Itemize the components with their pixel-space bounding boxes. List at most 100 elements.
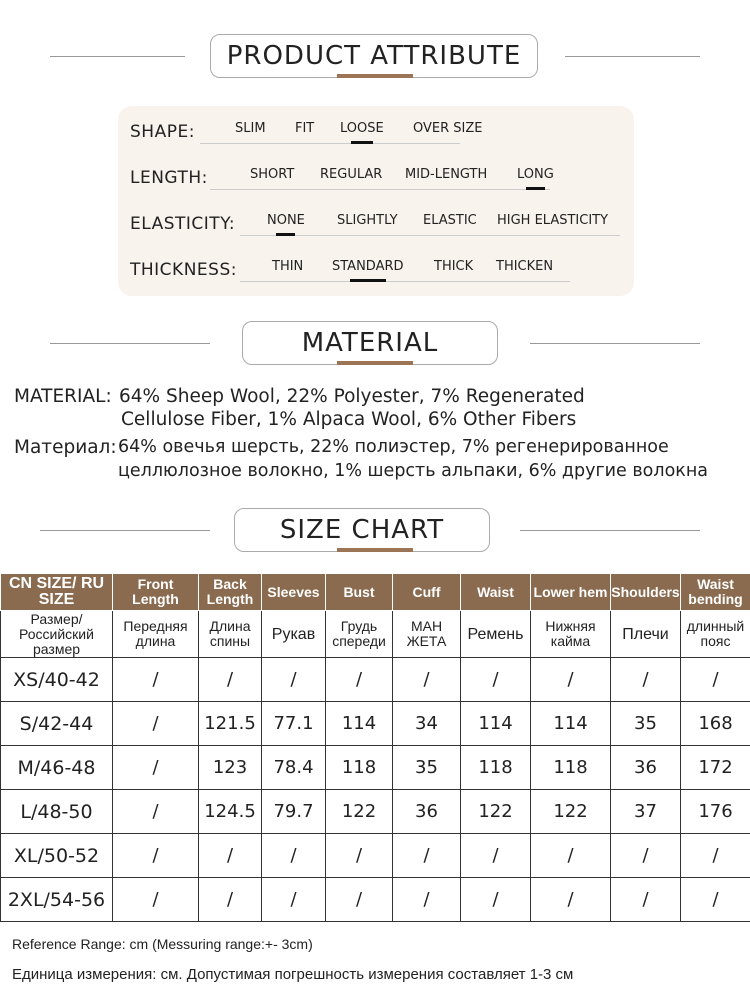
table-row: XS/40-42// / / / / / / /	[0, 657, 750, 702]
column-header: Waist bending	[680, 573, 750, 611]
column-header: Bust	[325, 573, 393, 611]
table-cell: 34	[392, 701, 461, 746]
table-cell: 176	[680, 789, 750, 834]
table-cell: 114	[530, 701, 611, 746]
table-cell: /	[261, 657, 326, 702]
attribute-option: MID-LENGTH	[405, 167, 488, 182]
table-cell: /	[680, 877, 750, 922]
column-header: Waist	[460, 573, 531, 611]
section-header-size: SIZE CHART	[0, 508, 750, 554]
table-cell: 79.7	[261, 789, 326, 834]
material-text: 64% Sheep Wool, 22% Polyester, 7% Regene…	[119, 386, 585, 407]
table-cell: 118	[460, 745, 531, 790]
table-cell: /	[530, 833, 611, 878]
table-cell: /	[261, 877, 326, 922]
table-cell: /	[392, 877, 461, 922]
material-label: MATERIAL:	[14, 386, 112, 407]
attribute-option: STANDARD	[332, 259, 404, 282]
table-cell: /	[198, 657, 262, 702]
table-cell: /	[261, 833, 326, 878]
table-cell: 35	[610, 701, 681, 746]
column-header: Front Length	[112, 573, 199, 611]
column-header-ru: Длина спины	[198, 610, 262, 658]
section-header-attribute: PRODUCT ATTRIBUTE	[0, 34, 750, 80]
table-cell: /	[392, 833, 461, 878]
column-header: CN SIZE/ RU SIZE	[0, 573, 113, 611]
table-cell: 2XL/54-56	[0, 877, 113, 922]
column-header-ru: Размер/ Российский размер	[0, 610, 113, 658]
material-label: Материал:	[14, 437, 117, 458]
attribute-row: ELASTICITY: NONE SLIGHTLY ELASTIC HIGH ELAST…	[130, 210, 630, 240]
column-header: Back Length	[198, 573, 262, 611]
table-cell: /	[325, 833, 393, 878]
column-header: Sleeves	[261, 573, 326, 611]
table-cell: /	[610, 657, 681, 702]
column-header-ru: Рукав	[261, 610, 326, 658]
table-cell: /	[530, 877, 611, 922]
attribute-option: SHORT	[250, 167, 295, 182]
table-row: 2XL/54-56// / / / / / / /	[0, 877, 750, 922]
attribute-option: FIT	[295, 121, 315, 136]
attribute-row: SHAPE: SLIM FIT LOOSE OVER SIZE	[130, 118, 630, 148]
table-cell: 36	[610, 745, 681, 790]
attribute-option: SLIGHTLY	[337, 213, 398, 228]
table-cell: 118	[530, 745, 611, 790]
table-cell: /	[112, 657, 199, 702]
table-row: XL/50-52// / / / / / / /	[0, 833, 750, 878]
table-cell: XS/40-42	[0, 657, 113, 702]
table-cell: /	[325, 657, 393, 702]
header-row-ru: Размер/ Российский размер Передняя длина Д…	[0, 610, 750, 658]
table-cell: /	[198, 877, 262, 922]
column-header-ru: Нижняя кайма	[530, 610, 611, 658]
table-cell: /	[392, 657, 461, 702]
table-cell: 122	[325, 789, 393, 834]
table-row: L/48-50/124.5 79.7 122 36 122 122 37 176	[0, 789, 750, 834]
section-title: MATERIAL	[242, 321, 498, 365]
table-cell: M/46-48	[0, 745, 113, 790]
size-chart-table: CN SIZE/ RU SIZE Front Length Back Length S…	[0, 573, 750, 922]
table-cell: 118	[325, 745, 393, 790]
table-cell: 36	[392, 789, 461, 834]
attribute-row: LENGTH: SHORT REGULAR MID-LENGTH LONG	[130, 164, 630, 194]
table-cell: 123	[198, 745, 262, 790]
table-cell: /	[112, 745, 199, 790]
table-cell: /	[460, 657, 531, 702]
header-row-en: CN SIZE/ RU SIZE Front Length Back Length S…	[0, 573, 750, 611]
attribute-panel: SHAPE: SLIM FIT LOOSE OVER SIZE LENGTH: SHORT R…	[118, 106, 634, 296]
attribute-option: LONG	[517, 167, 554, 190]
section-title: PRODUCT ATTRIBUTE	[210, 34, 538, 78]
attribute-label: SHAPE:	[130, 122, 195, 142]
column-header-ru: Грудь спереди	[325, 610, 393, 658]
column-header-ru: Ремень	[460, 610, 531, 658]
table-row: M/46-48/123 78.4 118 35 118 118 36 172	[0, 745, 750, 790]
attribute-label: LENGTH:	[130, 168, 208, 188]
table-cell: 172	[680, 745, 750, 790]
material-text: целлюлозное волокно, 1% шерсть альпаки, …	[118, 461, 709, 481]
attribute-option: NONE	[267, 213, 305, 236]
table-cell: S/42-44	[0, 701, 113, 746]
table-cell: /	[460, 833, 531, 878]
attribute-option: THICKEN	[496, 259, 554, 274]
table-row: S/42-44/121.5 77.1 114 34 114 114 35 168	[0, 701, 750, 746]
attribute-option: HIGH ELASTICITY	[497, 213, 609, 228]
column-header-ru: длинный пояс	[680, 610, 750, 658]
footer-ru: Единица измерения: см. Допустимая погреш…	[12, 966, 574, 983]
table-cell: /	[325, 877, 393, 922]
attribute-label: THICKNESS:	[130, 260, 237, 280]
attribute-option: THICK	[434, 259, 474, 274]
table-cell: /	[112, 833, 199, 878]
table-cell: 121.5	[198, 701, 262, 746]
table-cell: 122	[460, 789, 531, 834]
column-header: Cuff	[392, 573, 461, 611]
table-cell: /	[460, 877, 531, 922]
column-header-ru: Плечи	[610, 610, 681, 658]
attribute-option: REGULAR	[320, 167, 383, 182]
attribute-row: THICKNESS: THIN STANDARD THICK THICKEN	[130, 256, 630, 286]
footer-en: Reference Range: cm (Messuring range:+- …	[12, 936, 313, 952]
table-cell: 35	[392, 745, 461, 790]
section-title: SIZE CHART	[234, 508, 490, 552]
attribute-option: THIN	[272, 259, 304, 274]
attribute-option: ELASTIC	[423, 213, 477, 228]
material-text: Cellulose Fiber, 1% Alpaca Wool, 6% Othe…	[121, 409, 577, 430]
table-cell: /	[680, 657, 750, 702]
